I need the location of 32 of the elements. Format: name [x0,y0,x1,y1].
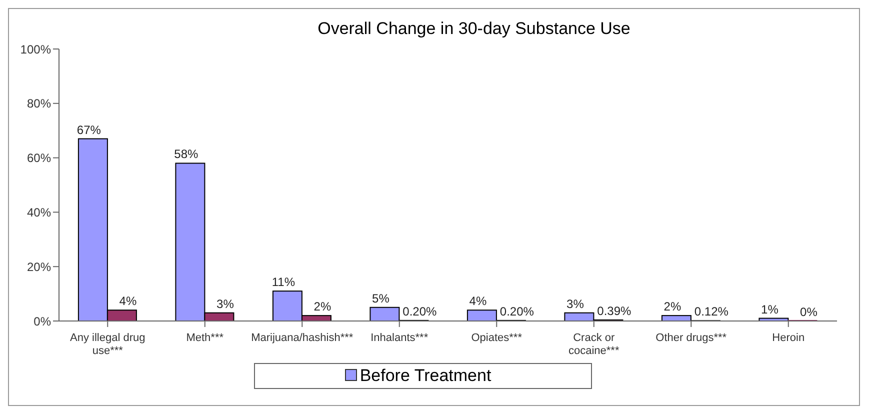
x-tick-label: Other drugs*** [656,332,728,344]
data-label: 0.20% [402,304,438,318]
y-tick-label: 40% [26,205,52,220]
y-tick-label: 20% [26,260,52,274]
data-label: 0.20% [500,304,534,318]
x-tick-label: Any illegal drug use*** [70,332,146,357]
x-tick-label: Meth*** [186,332,224,344]
legend-label: Before Treatment [358,366,492,385]
data-label: 67% [76,122,102,137]
x-tick-label: Opiates*** [471,332,523,344]
data-label: 3% [566,296,584,311]
data-label: 4% [469,294,487,308]
data-label: 11% [272,275,296,290]
y-tick-label: 60% [26,151,52,166]
data-label: 58% [174,147,199,162]
x-tick-label: Inhalants*** [370,332,429,344]
data-label: 2% [314,300,332,314]
data-label: 3% [216,296,234,311]
y-tick-label: 100% [20,42,52,56]
data-label: 2% [664,300,682,314]
x-tick-label: Marijuana/hashish*** [251,332,354,344]
y-tick-label: 0% [34,314,52,328]
data-label: 1% [761,302,779,316]
data-label: 5% [372,291,390,306]
data-label: 0.12% [694,304,729,319]
data-label: 0.39% [597,304,632,318]
data-label: 0% [800,305,818,319]
x-tick-label: Heroin [772,332,805,344]
chart-title: Overall Change in 30-day Substance Use [316,19,632,39]
data-label: 4% [119,294,137,308]
x-tick-label: Crack or cocaine*** [568,332,620,357]
y-tick-label: 80% [26,96,52,111]
